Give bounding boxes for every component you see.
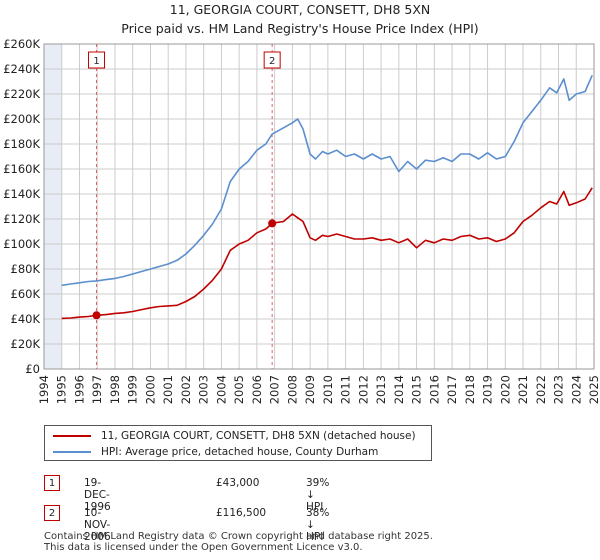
price-line-swatch [53,435,91,437]
x-tick-label: 2025 [587,375,600,404]
x-tick-label: 2020 [498,375,512,404]
x-tick-label: 1994 [37,375,51,404]
x-tick-label: 2019 [481,375,495,404]
transaction-badge: 2 [44,505,60,521]
x-tick-label: 2010 [321,375,335,404]
y-tick-label: £140K [3,187,40,201]
transaction-price: £116,500 [216,507,267,519]
x-tick-label: 1996 [72,375,86,404]
transaction-hpi-diff: 39% ↓ HPI [306,477,330,513]
legend-item-hpi: HPI: Average price, detached house, Coun… [53,444,378,460]
x-tick-label: 2012 [356,375,370,404]
x-tick-label: 2016 [427,375,441,404]
price-paid-line [61,187,593,320]
y-tick-label: £20K [11,337,41,351]
x-tick-label: 2017 [445,375,459,404]
x-tick-label: 2003 [197,375,211,404]
footer-copyright: Contains HM Land Registry data © Crown c… [44,531,433,542]
price-chart: £0 £20K £40K £60K £80K £100K £120K £140K £160K £1… [3,37,600,404]
y-tick-label: £100K [3,237,40,251]
transaction-badge: 1 [44,475,60,491]
x-tick-label: 2024 [569,375,583,404]
x-tick-label: 1998 [108,375,122,404]
x-tick-label: 1995 [55,375,69,404]
transaction-date: 10-NOV-2006 [84,507,111,543]
x-tick-label: 2006 [250,375,264,404]
y-tick-label: £40K [11,312,41,326]
hpi-line [61,74,593,287]
x-tick-label: 1997 [90,375,104,404]
x-tick-label: 2007 [268,375,282,404]
x-tick-label: 2001 [161,375,175,404]
sale-point [268,219,277,228]
plot-border [43,43,595,370]
sale-label: 2 [269,56,275,67]
hpi-line-swatch [53,451,91,453]
x-tick-label: 2013 [374,375,388,404]
pre-data-shade [44,44,62,369]
x-tick-label: 2009 [303,375,317,404]
x-tick-label: 2023 [552,375,566,404]
chart-title: 11, GEORGIA COURT, CONSETT, DH8 5XN [169,2,431,17]
sale-label-box [263,51,281,69]
legend: 11, GEORGIA COURT, CONSETT, DH8 5XN (det… [44,425,432,461]
x-tick-label: 2000 [143,375,157,404]
y-tick-label: £60K [11,287,41,301]
y-tick-label: £0 [25,362,40,376]
chart-subtitle: Price paid vs. HM Land Registry's House … [121,21,479,36]
x-tick-label: 2014 [392,375,406,404]
transaction-hpi-diff: 38% ↓ HPI [306,507,330,543]
x-tick-label: 2005 [232,375,246,404]
plot-area [44,44,594,369]
x-tick-label: 2008 [285,375,299,404]
x-tick-label: 2015 [410,375,424,404]
sale-point [92,311,101,320]
x-tick-label: 2018 [463,375,477,404]
x-tick-label: 2022 [534,375,548,404]
x-tick-label: 2021 [516,375,530,404]
transaction-date: 19-DEC-1996 [84,477,111,513]
x-tick-label: 1999 [126,375,140,404]
legend-item-price: 11, GEORGIA COURT, CONSETT, DH8 5XN (det… [53,428,416,444]
footer: Contains HM Land Registry data © Crown c… [44,531,433,553]
legend-price-label: 11, GEORGIA COURT, CONSETT, DH8 5XN (det… [101,430,416,442]
y-tick-label: £180K [3,137,40,151]
y-tick-label: £260K [3,37,40,51]
x-tick-label: 2004 [214,375,228,404]
footer-licence: This data is licensed under the Open Gov… [44,542,363,553]
y-tick-label: £220K [3,87,40,101]
y-tick-label: £240K [3,62,40,76]
legend-hpi-label: HPI: Average price, detached house, Coun… [101,446,379,458]
y-tick-label: £160K [3,162,40,176]
sale-label-box [88,51,106,69]
y-tick-label: £120K [3,212,40,226]
x-tick-label: 2002 [179,375,193,404]
x-tick-label: 2011 [339,375,353,404]
sale-label: 1 [93,56,99,67]
y-tick-label: £200K [3,112,40,126]
transaction-price: £43,000 [216,477,260,489]
y-tick-label: £80K [11,262,41,276]
